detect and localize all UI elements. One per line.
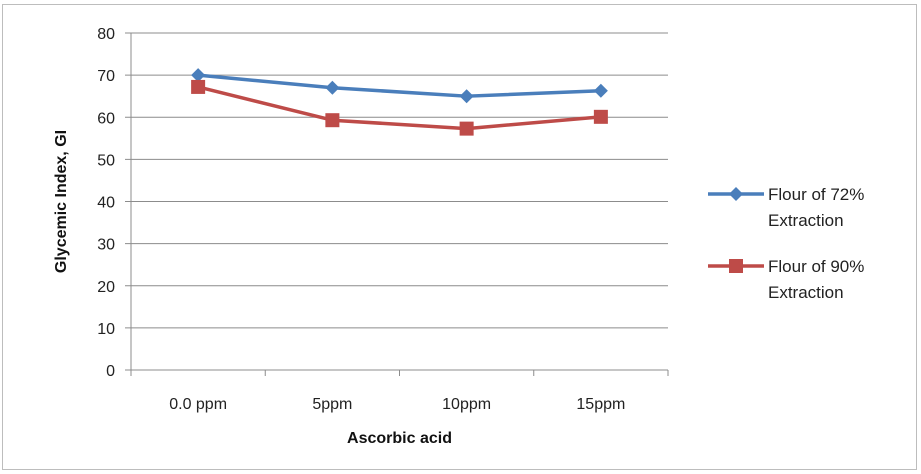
data-point — [593, 109, 608, 124]
legend-label: Flour of 72% — [768, 185, 864, 204]
data-point — [459, 121, 474, 136]
legend-item-2: Flour of 90% Extraction — [708, 257, 864, 302]
series-1 — [191, 68, 608, 104]
y-tick-label: 30 — [97, 237, 115, 254]
y-tick-label: 50 — [97, 152, 115, 169]
axes — [125, 32, 669, 376]
legend-label: Extraction — [768, 211, 844, 230]
y-tick-label: 80 — [97, 26, 115, 43]
legend-marker — [729, 187, 743, 201]
data-point — [325, 80, 340, 95]
y-tick-labels: 0 10 20 30 40 50 60 70 80 — [97, 26, 115, 380]
data-point — [325, 113, 340, 128]
legend-marker — [729, 259, 743, 273]
y-axis-label: Glycemic Index, GI — [53, 130, 70, 273]
series-line — [197, 85, 602, 131]
data-point — [459, 89, 474, 104]
y-tick-label: 60 — [97, 110, 115, 127]
x-tick-labels: 0.0 ppm 5ppm 10ppm 15ppm — [169, 396, 625, 413]
legend-label: Flour of 90% — [768, 257, 864, 276]
x-tick-label: 0.0 ppm — [169, 396, 227, 413]
y-tick-label: 0 — [106, 363, 115, 380]
y-tick-label: 20 — [97, 279, 115, 296]
series-2 — [191, 79, 608, 136]
chart-frame — [2, 4, 917, 470]
legend-label: Extraction — [768, 283, 844, 302]
data-point — [191, 68, 206, 83]
x-tick-label: 10ppm — [442, 396, 491, 413]
legend-item-1: Flour of 72% Extraction — [708, 185, 864, 230]
x-axis-label: Ascorbic acid — [347, 430, 452, 447]
data-point — [191, 79, 206, 94]
data-point — [593, 83, 608, 98]
y-tick-label: 40 — [97, 195, 115, 212]
y-tick-label: 10 — [97, 321, 115, 338]
x-tick-label: 15ppm — [576, 396, 625, 413]
legend: Flour of 72% Extraction Flour of 90% Extrac… — [708, 185, 864, 302]
x-tick-label: 5ppm — [312, 396, 352, 413]
y-tick-label: 70 — [97, 68, 115, 85]
series-group — [191, 68, 608, 136]
series-line — [197, 73, 601, 98]
